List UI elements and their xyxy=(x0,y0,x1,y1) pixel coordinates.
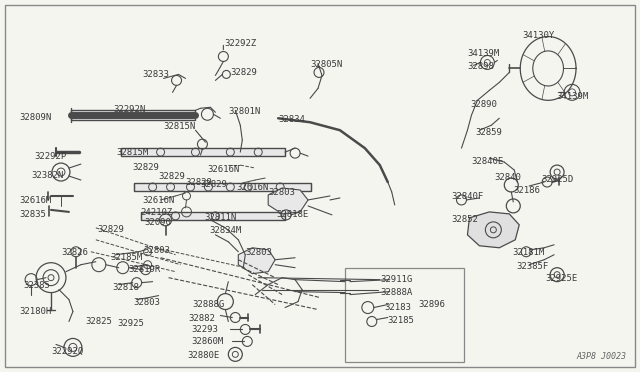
Text: 32803: 32803 xyxy=(143,246,170,255)
Text: A3P8 J0023: A3P8 J0023 xyxy=(577,352,627,361)
Text: 34130Y: 34130Y xyxy=(522,31,554,39)
Text: 32882: 32882 xyxy=(189,314,216,323)
Text: 32925E: 32925E xyxy=(545,274,577,283)
Text: 32829: 32829 xyxy=(132,163,159,172)
Text: 32829: 32829 xyxy=(159,172,186,181)
Text: 32811N: 32811N xyxy=(204,213,237,222)
Text: 32809N: 32809N xyxy=(19,113,51,122)
Text: 32833: 32833 xyxy=(143,70,170,80)
Text: 32890: 32890 xyxy=(470,100,497,109)
Text: 32616N: 32616N xyxy=(207,165,239,174)
Text: 32385: 32385 xyxy=(23,280,50,290)
Text: 32829: 32829 xyxy=(186,178,212,187)
Polygon shape xyxy=(238,248,275,274)
Text: 32840F: 32840F xyxy=(451,192,484,201)
Text: 24210Z: 24210Z xyxy=(141,208,173,217)
Polygon shape xyxy=(268,188,308,214)
Text: 32834M: 32834M xyxy=(209,226,242,235)
Text: 32292P: 32292P xyxy=(34,152,67,161)
Text: 32859: 32859 xyxy=(476,128,502,137)
Bar xyxy=(71,110,195,120)
Text: 34139M: 34139M xyxy=(467,48,500,58)
Text: 32385F: 32385F xyxy=(516,262,548,271)
Text: 32185M: 32185M xyxy=(111,253,143,262)
Text: 32616M: 32616M xyxy=(19,196,51,205)
Text: 32829: 32829 xyxy=(200,180,227,189)
Text: 32815M: 32815M xyxy=(116,148,149,157)
Text: 32825: 32825 xyxy=(85,317,112,326)
Text: 32803: 32803 xyxy=(268,188,295,197)
Text: 32183: 32183 xyxy=(385,302,412,312)
Polygon shape xyxy=(467,212,519,248)
Text: 32616N: 32616N xyxy=(143,196,175,205)
Bar xyxy=(121,148,285,156)
Text: 32805N: 32805N xyxy=(310,61,342,70)
Text: 32896: 32896 xyxy=(419,299,445,309)
Text: 32292Z: 32292Z xyxy=(225,39,257,48)
Text: 32803: 32803 xyxy=(245,248,272,257)
Text: 32185: 32185 xyxy=(388,315,415,324)
Text: 32840: 32840 xyxy=(494,173,521,182)
Text: 32829: 32829 xyxy=(98,225,125,234)
Text: 34139M: 34139M xyxy=(556,92,588,101)
Text: 32888G: 32888G xyxy=(193,299,225,309)
Bar xyxy=(134,183,311,191)
Text: 32834: 32834 xyxy=(278,115,305,124)
Text: 32829: 32829 xyxy=(230,68,257,77)
Bar xyxy=(141,212,285,220)
Text: 32911G: 32911G xyxy=(381,275,413,284)
Text: 32815N: 32815N xyxy=(164,122,196,131)
Text: 32818: 32818 xyxy=(113,283,140,292)
Text: 32292N: 32292N xyxy=(114,105,146,114)
Text: 32860M: 32860M xyxy=(191,337,224,346)
Text: 32835: 32835 xyxy=(19,210,46,219)
Text: 32181M: 32181M xyxy=(512,248,545,257)
Text: 32826: 32826 xyxy=(61,248,88,257)
Text: 32090: 32090 xyxy=(145,218,172,227)
Text: 32292Q: 32292Q xyxy=(51,347,83,356)
Text: 32818E: 32818E xyxy=(276,210,308,219)
Text: 32180H: 32180H xyxy=(19,307,51,315)
Text: 32852: 32852 xyxy=(451,215,478,224)
Text: 32801N: 32801N xyxy=(228,107,260,116)
Text: 32293: 32293 xyxy=(191,326,218,334)
Text: 32616N: 32616N xyxy=(236,183,269,192)
Text: 32186: 32186 xyxy=(513,186,540,195)
Text: 32819R: 32819R xyxy=(129,265,161,274)
Text: 32803: 32803 xyxy=(134,298,161,307)
Text: 32925: 32925 xyxy=(118,320,145,328)
Text: 32880E: 32880E xyxy=(188,352,220,360)
Text: 32382N: 32382N xyxy=(31,171,63,180)
Bar xyxy=(345,268,465,362)
Text: 32898: 32898 xyxy=(467,62,494,71)
Text: 32888A: 32888A xyxy=(381,288,413,296)
Text: 32925D: 32925D xyxy=(541,175,573,184)
Text: 32840E: 32840E xyxy=(472,157,504,166)
